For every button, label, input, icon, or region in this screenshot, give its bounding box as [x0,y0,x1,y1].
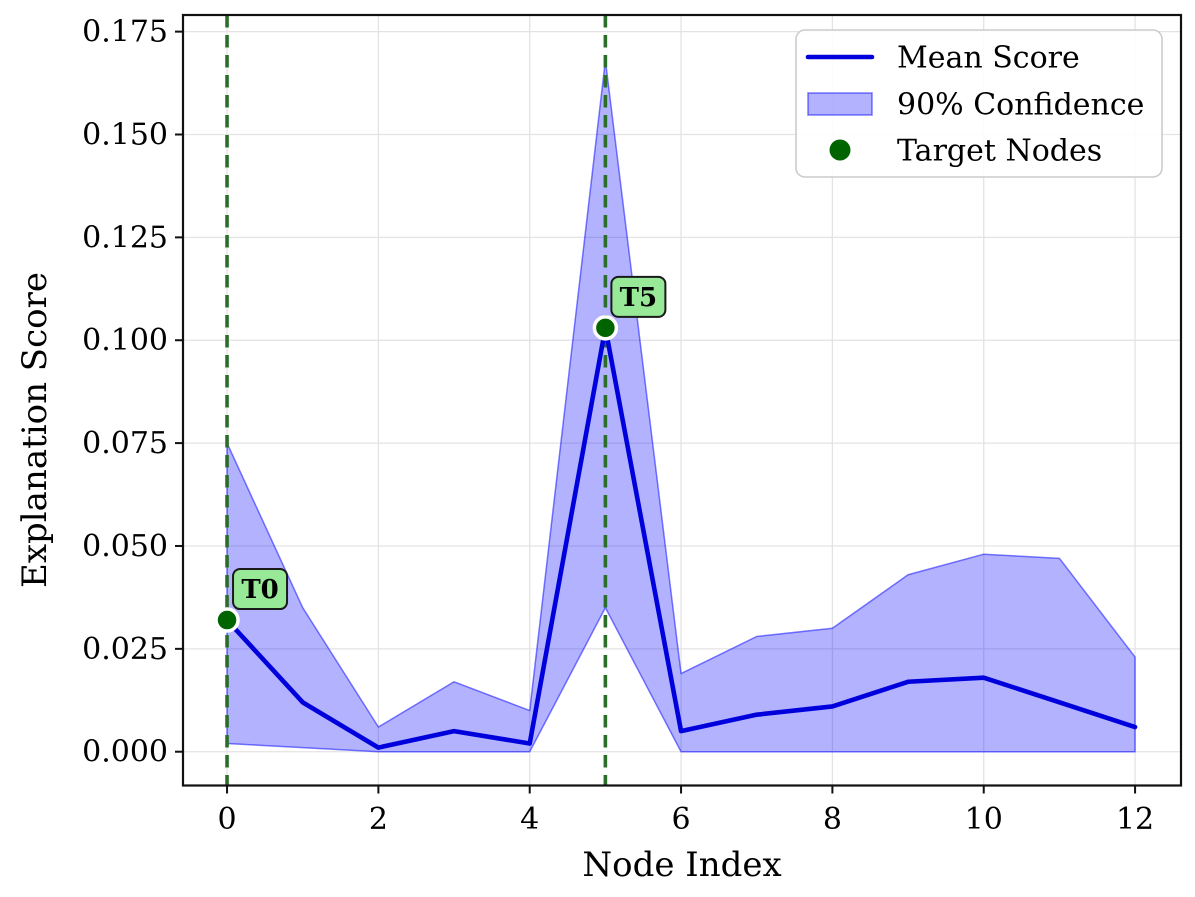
annotation-box-t0 [232,568,289,611]
x-tick-label: 12 [1116,802,1154,837]
y-tick-label: 0.100 [82,323,168,358]
y-tick-label: 0.075 [82,426,168,461]
legend: Mean Score 90% Confidence Target Nodes [795,29,1163,178]
y-tick-label: 0.025 [82,632,168,667]
annotations-layer: T0 T5 [232,275,667,611]
legend-item-label: 90% Confidence [897,88,1144,123]
legend-item-label: Target Nodes [897,134,1102,169]
grid-layer [183,15,1181,786]
y-tick-label: 0.000 [82,735,168,770]
y-tick-label: 0.175 [82,15,168,50]
target-vlines-layer [225,15,608,786]
target-node-dot [214,607,240,633]
x-tick-label: 10 [965,802,1003,837]
mean-line [224,325,1138,750]
annotation-box-t5 [610,275,667,318]
axes-layer: 0 2 4 6 8 10 12 0.000 0.025 0.050 0.075 0.100 0.125 0… [82,13,1183,837]
x-tick-label: 0 [217,802,236,837]
annotation-label-t5: T5 [620,283,657,313]
target-node-dot [592,315,619,341]
legend-dot-swatch [829,139,851,161]
y-axis-label: Explanation Score [15,272,55,588]
x-tick-label: 8 [823,802,842,837]
y-tick-label: 0.050 [82,529,168,564]
x-tick-label: 6 [672,802,691,837]
y-tick-label: 0.125 [82,220,168,255]
mean-line-layer [224,325,1138,750]
legend-frame [795,29,1163,178]
legend-item-label: Mean Score [897,41,1080,76]
x-axis-label: Node Index [582,845,781,885]
y-tick-label: 0.150 [82,117,168,152]
target-markers-layer [214,315,619,633]
confidence-band [226,59,1136,753]
annotation-label-t0: T0 [241,575,278,605]
legend-patch-swatch [807,92,873,116]
x-tick-label: 4 [520,802,539,837]
confidence-band-layer [226,59,1136,753]
x-tick-label: 2 [369,802,388,837]
